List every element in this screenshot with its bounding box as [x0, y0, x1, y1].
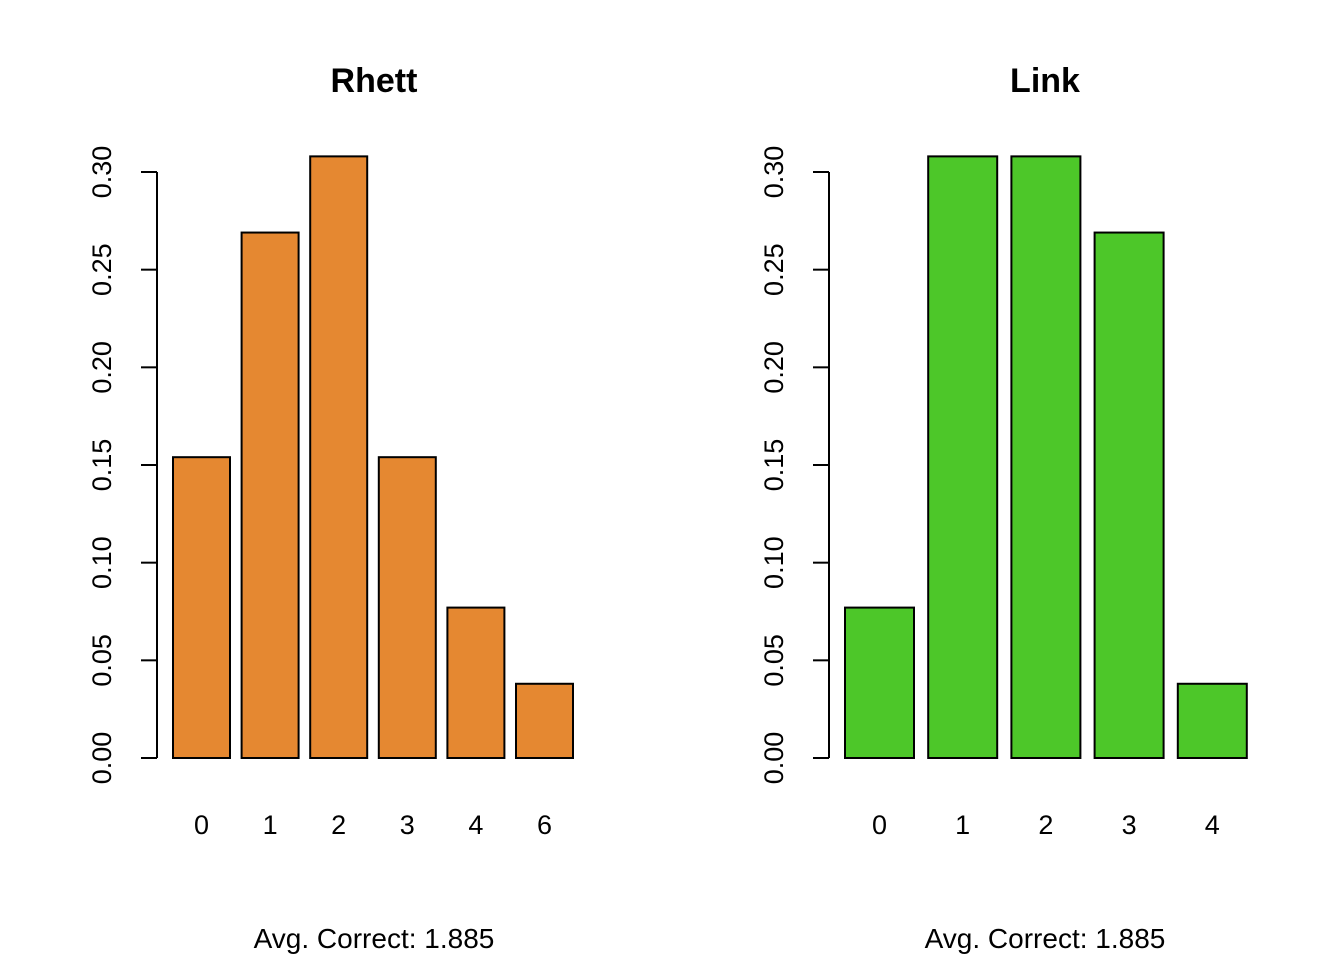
y-tick-label: 0.05	[87, 634, 117, 687]
y-tick-label: 0.30	[87, 146, 117, 199]
y-tick-label: 0.15	[87, 439, 117, 492]
x-axis-label: Avg. Correct: 1.885	[925, 923, 1166, 954]
chart-panel-link: Link Avg. Correct: 1.885 0.00 0.05 0.10 0.1…	[759, 62, 1248, 954]
x-category-label: 6	[537, 810, 552, 840]
y-tick-label: 0.30	[759, 146, 789, 199]
y-tick-label: 0.00	[759, 732, 789, 785]
y-tick-label: 0.10	[87, 536, 117, 589]
bar	[446, 606, 506, 759]
y-tick-label: 0.25	[759, 243, 789, 296]
bar	[1176, 682, 1248, 759]
y-tick-label: 0.20	[759, 341, 789, 394]
bar	[377, 456, 437, 759]
y-tick-label: 0.15	[759, 439, 789, 492]
bar	[927, 155, 999, 759]
x-category-label: 3	[1122, 810, 1137, 840]
x-category-label: 3	[400, 810, 415, 840]
x-category-label: 0	[194, 810, 209, 840]
x-category-label: 1	[955, 810, 970, 840]
chart-title: Rhett	[331, 62, 418, 100]
x-category-label: 0	[872, 810, 887, 840]
x-category-label: 2	[331, 810, 346, 840]
bar	[309, 155, 369, 759]
bar	[172, 456, 231, 759]
x-category-label: 1	[263, 810, 278, 840]
x-category-label: 2	[1038, 810, 1053, 840]
bar	[240, 231, 300, 759]
bar	[1010, 155, 1082, 759]
chart-panel-rhett: Rhett Avg. Correct: 1.885 0.00 0.05 0.10 0.…	[87, 62, 574, 954]
bar	[1093, 231, 1165, 759]
y-tick-label: 0.10	[759, 536, 789, 589]
y-tick-label: 0.20	[87, 341, 117, 394]
bar	[515, 682, 574, 759]
chart-title: Link	[1010, 62, 1080, 100]
y-tick-label: 0.00	[87, 732, 117, 785]
x-axis-label: Avg. Correct: 1.885	[254, 923, 495, 954]
y-tick-label: 0.25	[87, 243, 117, 296]
bar	[844, 606, 915, 759]
x-category-label: 4	[1205, 810, 1220, 840]
x-category-label: 4	[468, 810, 483, 840]
y-tick-label: 0.05	[759, 634, 789, 687]
